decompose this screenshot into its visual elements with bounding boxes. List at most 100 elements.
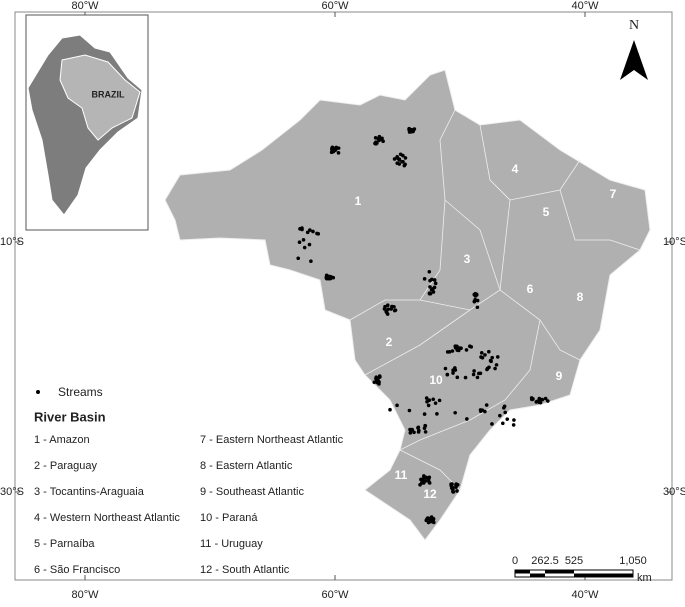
stream-point [487, 349, 491, 354]
stream-point [416, 430, 421, 434]
basin-label: 1 [355, 194, 362, 208]
basin-label: 12 [423, 487, 437, 501]
stream-point [411, 129, 415, 134]
legend-item: 5 - Parnaíba [34, 538, 95, 550]
graticule-label: 40°W [571, 589, 599, 601]
scale-label: 0 [512, 555, 518, 567]
stream-point [543, 396, 548, 401]
stream-point [431, 397, 436, 402]
stream-point [475, 298, 480, 303]
stream-point [325, 276, 329, 281]
basin-label: 9 [556, 369, 563, 383]
stream-point [437, 398, 442, 403]
stream-point [424, 475, 429, 480]
stream-point [392, 304, 396, 309]
stream-point [503, 410, 508, 415]
stream-point [449, 486, 454, 490]
basin-label: 6 [527, 282, 534, 296]
stream-point [454, 483, 458, 487]
stream-point [530, 397, 534, 402]
north-arrow [634, 40, 648, 80]
stream-point [408, 431, 413, 435]
stream-point [311, 229, 315, 234]
stream-point [407, 126, 411, 131]
stream-point [453, 410, 457, 415]
stream-point [485, 367, 489, 372]
stream-point [540, 397, 545, 402]
stream-point [401, 159, 405, 164]
stream-point [302, 245, 307, 250]
legend-item: 12 - South Atlantic [200, 564, 290, 576]
inset-brazil [59, 54, 141, 141]
stream-point [537, 400, 542, 404]
stream-point [433, 281, 438, 286]
stream-point [447, 350, 452, 354]
graticule-label: 80°W [71, 589, 99, 601]
stream-point [315, 231, 319, 236]
basin-label: 5 [543, 205, 550, 219]
stream-point [375, 141, 379, 145]
stream-point [300, 226, 304, 230]
scale-unit: km [637, 572, 652, 584]
stream-point [378, 375, 382, 379]
legend-item: 4 - Western Northeast Atlantic [34, 512, 180, 524]
graticule-label: 10°S [663, 236, 685, 248]
stream-point [479, 355, 483, 359]
stream-point [309, 259, 313, 264]
stream-point [435, 412, 439, 416]
stream-point [512, 418, 516, 422]
stream-point [494, 363, 499, 367]
stream-point [474, 292, 479, 297]
graticule-label: 30°S [0, 486, 24, 498]
stream-point [480, 408, 485, 412]
stream-point [459, 346, 463, 351]
stream-point [472, 369, 476, 373]
stream-point [464, 348, 469, 352]
basin-label: 3 [464, 252, 471, 266]
scale-label: 525 [565, 555, 583, 567]
stream-point [427, 516, 431, 521]
basin-label: 7 [610, 187, 617, 201]
stream-point [450, 349, 455, 353]
stream-point [475, 305, 480, 310]
stream-point [385, 312, 390, 316]
basin-label: 2 [386, 335, 393, 349]
stream-point [479, 351, 484, 355]
stream-point [385, 303, 390, 308]
legend-item: 7 - Eastern Northeast Atlantic [200, 434, 344, 446]
stream-point [453, 368, 458, 372]
stream-point [455, 375, 460, 380]
stream-point [422, 277, 427, 281]
stream-point [495, 355, 500, 359]
stream-point [396, 156, 400, 161]
stream-point [445, 372, 450, 377]
stream-point [455, 489, 459, 493]
stream-point [490, 355, 495, 360]
graticule-label: 60°W [321, 589, 349, 601]
stream-point [498, 413, 502, 418]
legend-title: River Basin [34, 409, 106, 424]
legend-item: 1 - Amazon [34, 434, 90, 446]
stream-point [422, 412, 427, 416]
stream-point [443, 366, 448, 371]
stream-point [427, 398, 432, 403]
north-arrow [620, 40, 634, 80]
stream-point [297, 240, 302, 245]
stream-point [307, 242, 312, 247]
graticule-label: 60°W [321, 0, 349, 12]
stream-point [475, 375, 480, 380]
stream-point [408, 428, 413, 432]
stream-point [372, 380, 377, 385]
stream-point [398, 152, 403, 157]
stream-point [407, 408, 412, 413]
stream-point [386, 307, 390, 311]
stream-point [395, 403, 399, 408]
stream-point [381, 139, 385, 144]
stream-point [426, 403, 431, 408]
stream-point [383, 304, 387, 309]
graticule-label: 10°S [0, 236, 24, 248]
stream-point [408, 129, 413, 134]
basin-label: 8 [577, 290, 584, 304]
